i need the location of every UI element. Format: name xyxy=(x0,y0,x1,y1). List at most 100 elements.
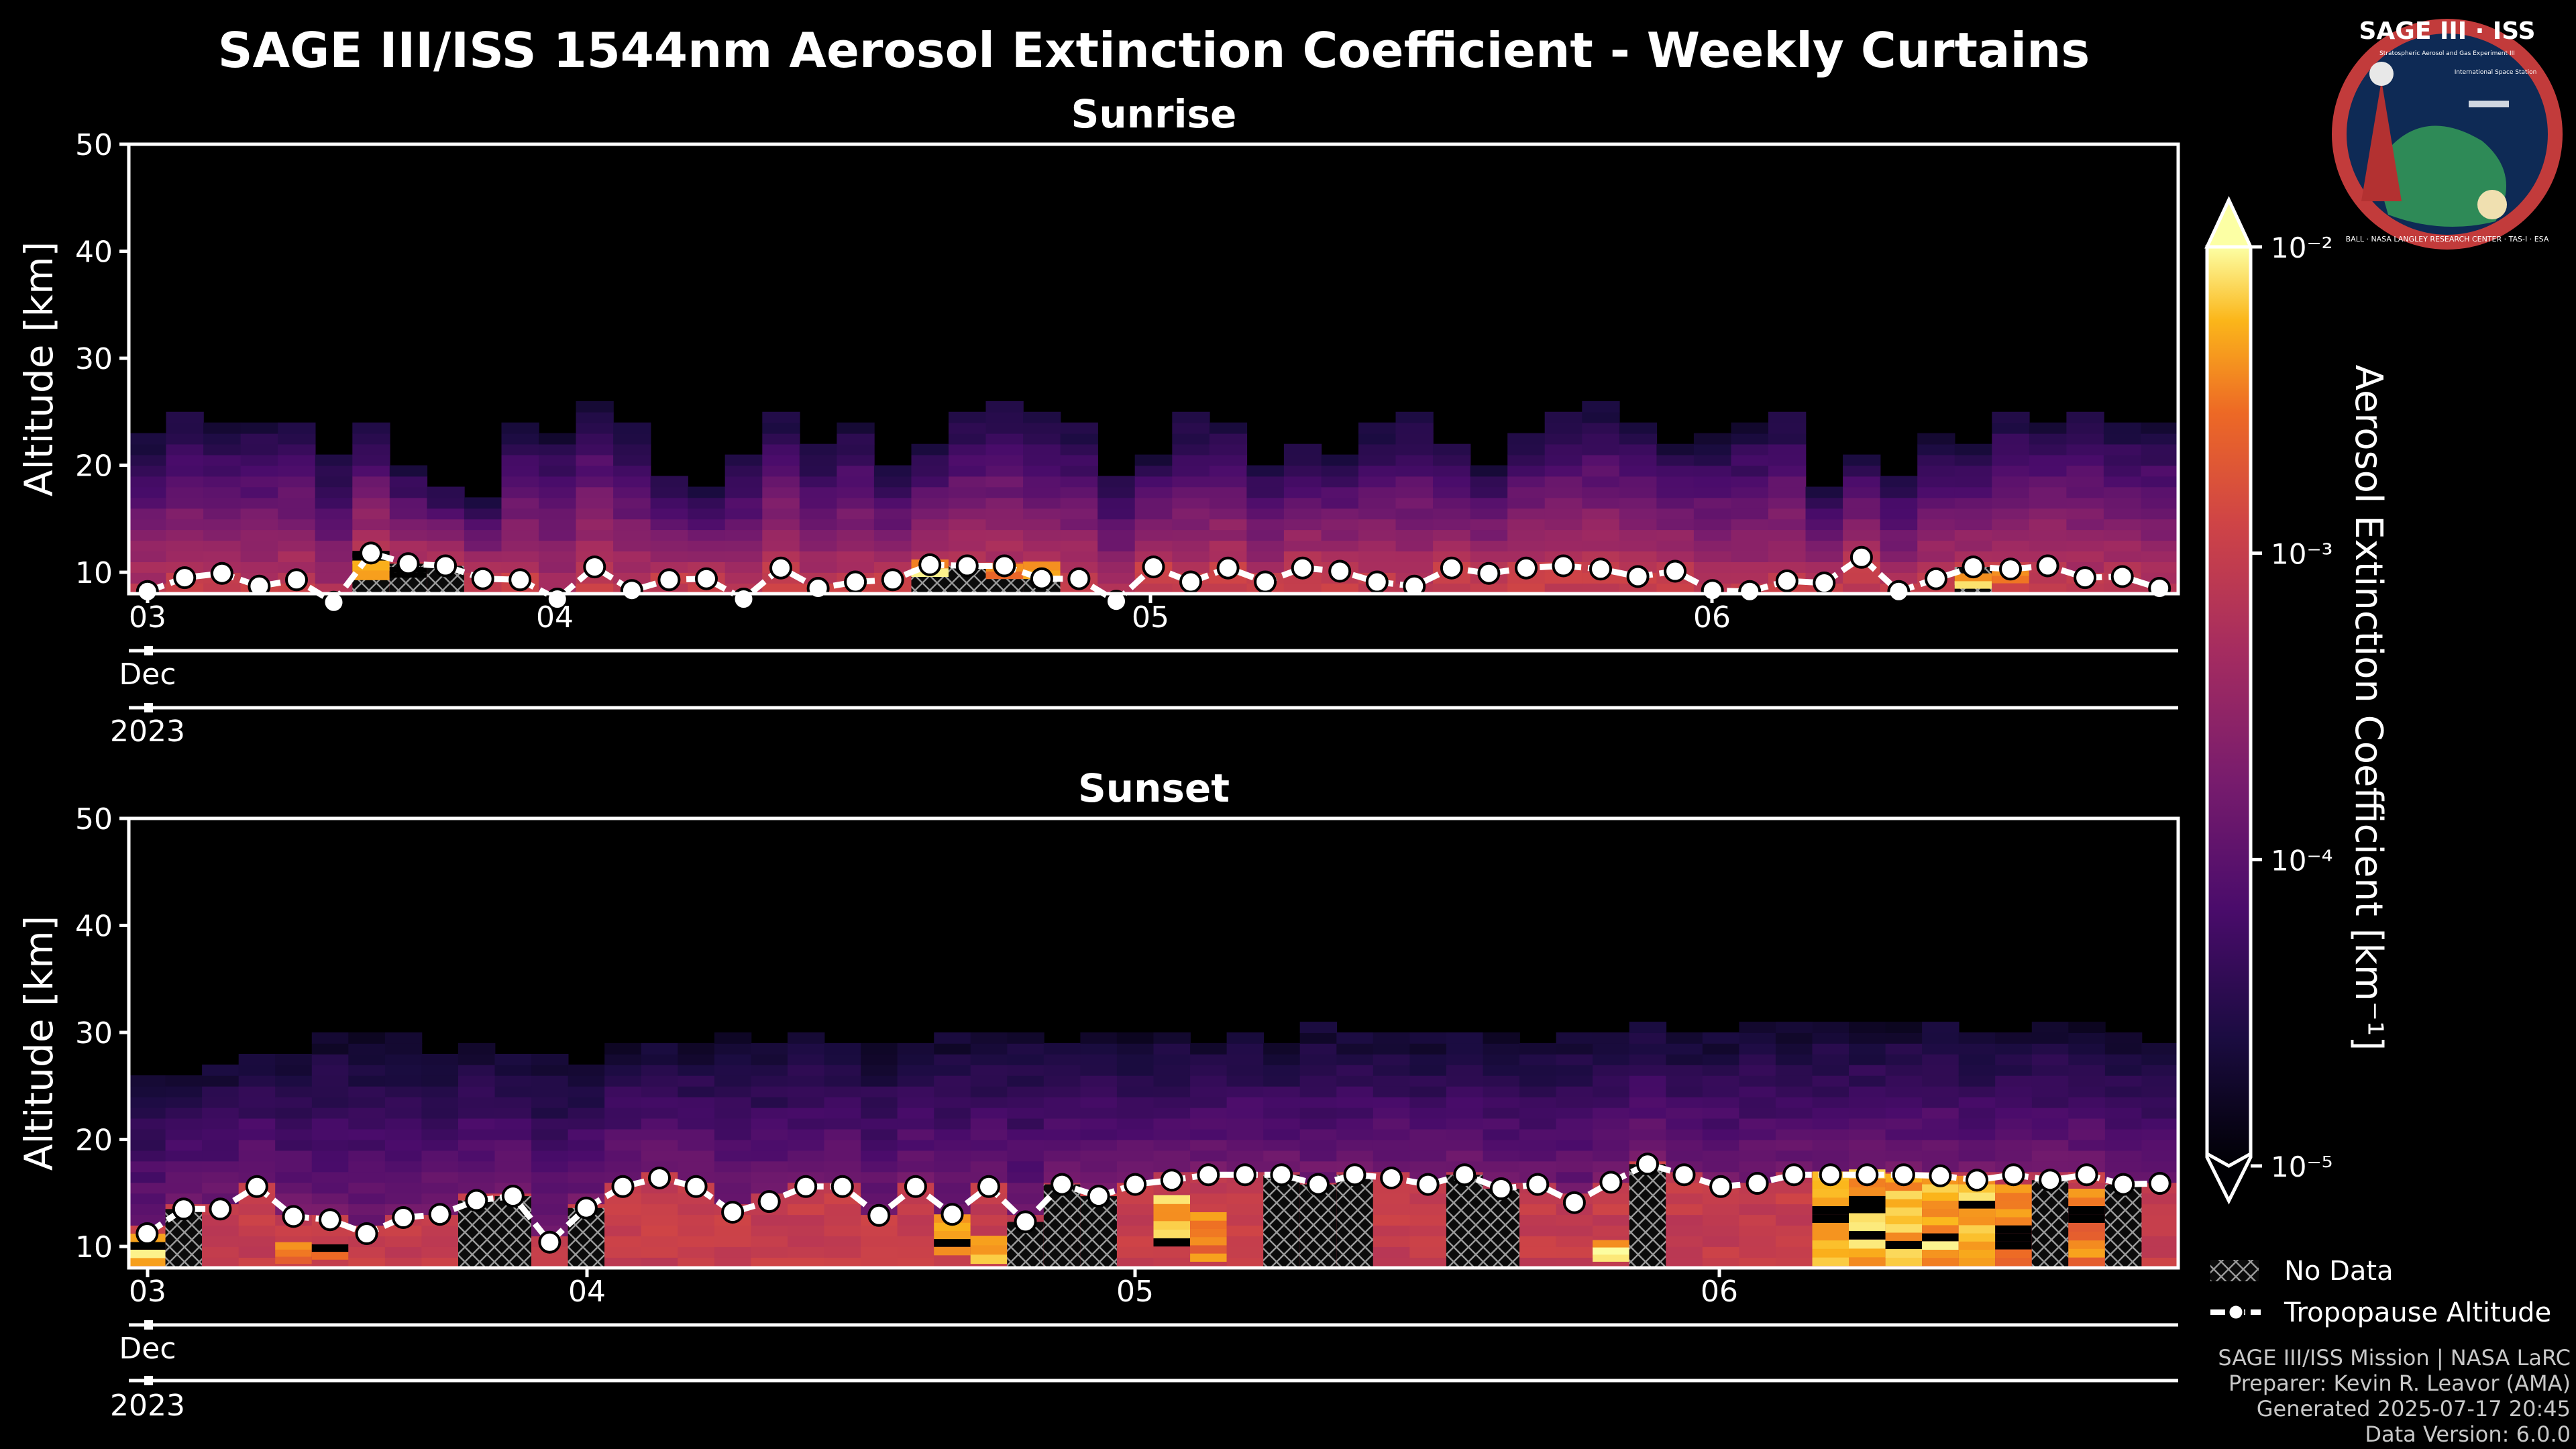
heatmap-cell xyxy=(2068,1197,2105,1206)
heatmap-cell xyxy=(1321,551,1359,562)
heatmap-cell xyxy=(2031,1107,2070,1119)
heatmap-cell xyxy=(678,1246,715,1258)
heatmap-cell xyxy=(751,1214,788,1226)
heatmap-cell xyxy=(1358,454,1397,466)
heatmap-cell xyxy=(1358,540,1397,551)
heatmap-cell xyxy=(1629,1085,1667,1097)
heatmap-cell xyxy=(384,1032,423,1044)
heatmap-cell xyxy=(1373,1139,1411,1151)
heatmap-cell xyxy=(1190,1064,1228,1076)
heatmap-cell xyxy=(1007,1139,1044,1151)
heatmap-cell xyxy=(1958,1064,1996,1076)
heatmap-cell xyxy=(641,1043,679,1055)
heatmap-cell xyxy=(202,1118,239,1130)
heatmap-cell xyxy=(861,1043,898,1055)
heatmap-cell xyxy=(1582,454,1620,466)
heatmap-cell xyxy=(1995,1249,2032,1258)
heatmap-cell xyxy=(1358,529,1397,541)
heatmap-cell xyxy=(1995,1150,2033,1162)
heatmap-cell xyxy=(1321,454,1359,466)
heatmap-cell xyxy=(494,1075,532,1087)
heatmap-cell xyxy=(1395,486,1434,498)
heatmap-cell xyxy=(1849,1043,1886,1055)
heatmap-cell xyxy=(788,1085,825,1097)
heatmap-cell xyxy=(1958,1241,1996,1250)
heatmap-cell xyxy=(641,1085,679,1097)
tropopause-points-sunrise xyxy=(136,541,2171,614)
heatmap-cell xyxy=(165,1171,203,1183)
tropopause-point xyxy=(941,1203,964,1226)
heatmap-cell xyxy=(1656,465,1695,477)
heatmap-cell xyxy=(2141,1161,2178,1173)
heatmap-cell xyxy=(1775,1150,1813,1162)
heatmap-cell xyxy=(1992,529,2030,541)
heatmap-cell xyxy=(2141,561,2178,573)
heatmap-cell xyxy=(1283,486,1322,498)
heatmap-cell xyxy=(531,1193,569,1205)
heatmap-cell xyxy=(1153,1107,1191,1119)
heatmap-cell xyxy=(1226,1043,1264,1055)
heatmap-cell xyxy=(129,1214,166,1226)
heatmap-cell xyxy=(1172,465,1210,477)
heatmap-cell xyxy=(165,1107,203,1119)
heatmap-cell xyxy=(1775,1214,1813,1226)
heatmap-cell xyxy=(724,529,763,541)
heatmap-cell xyxy=(1023,422,1061,434)
heatmap-cell xyxy=(1299,1150,1338,1162)
heatmap-cell xyxy=(985,433,1024,445)
heatmap-cell xyxy=(1519,1043,1557,1055)
heatmap-cell xyxy=(1116,1203,1155,1216)
heatmap-cell xyxy=(1629,1022,1667,1033)
heatmap-cell xyxy=(275,1171,313,1183)
heatmap-cell xyxy=(751,1139,788,1151)
heatmap-cell xyxy=(315,561,353,573)
heatmap-cell xyxy=(1619,454,1658,466)
no-data-cell xyxy=(1299,1184,1337,1268)
heatmap-cell xyxy=(1007,1182,1044,1194)
heatmap-cell xyxy=(1922,1257,1959,1267)
heatmap-cell xyxy=(427,497,465,509)
heatmap-cell xyxy=(911,443,949,455)
heatmap-cell xyxy=(1246,529,1285,541)
heatmap-cell xyxy=(2031,1139,2070,1151)
heatmap-cell xyxy=(1226,1214,1264,1226)
heatmap-cell xyxy=(1373,1225,1411,1236)
heatmap-cell xyxy=(824,1118,861,1130)
heatmap-cell xyxy=(873,486,912,498)
heatmap-cell xyxy=(934,1085,971,1097)
heatmap-cell xyxy=(824,1064,861,1076)
heatmap-cell xyxy=(1043,1118,1081,1130)
heatmap-cell xyxy=(788,1203,825,1216)
heatmap-cell xyxy=(2029,497,2068,509)
heatmap-cell xyxy=(824,1161,861,1173)
heatmap-cell xyxy=(275,1182,313,1194)
heatmap-cell xyxy=(202,1257,239,1268)
heatmap-cell xyxy=(861,1150,898,1162)
heatmap-cell xyxy=(278,422,316,434)
heatmap-cell xyxy=(1023,465,1061,477)
heatmap-cell xyxy=(1702,1161,1740,1173)
x-axis-year-sunset: 2023 xyxy=(110,1389,185,1423)
tropopause-point xyxy=(881,568,904,592)
heatmap-cell xyxy=(1702,1150,1740,1162)
heatmap-cell xyxy=(275,1075,313,1087)
heatmap-cell xyxy=(1556,1054,1593,1065)
heatmap-cell xyxy=(1739,1085,1776,1097)
heatmap-cell xyxy=(501,433,539,445)
heatmap-cell xyxy=(788,1054,825,1065)
heatmap-cell xyxy=(352,570,390,580)
chart-title: SAGE III/ISS 1544nm Aerosol Extinction C… xyxy=(218,22,2090,78)
heatmap-cell xyxy=(641,1214,679,1226)
heatmap-cell xyxy=(2104,1043,2143,1055)
heatmap-cell xyxy=(604,1107,642,1119)
no-data-cell xyxy=(2104,1184,2142,1268)
heatmap-cell xyxy=(1775,1096,1813,1108)
heatmap-cell xyxy=(2141,1236,2178,1247)
heatmap-cell xyxy=(1922,1107,1960,1119)
heatmap-cell xyxy=(911,540,949,551)
heatmap-cell xyxy=(837,422,875,434)
heatmap-cell xyxy=(1060,508,1098,520)
logo-right-text: International Space Station xyxy=(2455,69,2537,76)
heatmap-cell xyxy=(824,1257,861,1268)
